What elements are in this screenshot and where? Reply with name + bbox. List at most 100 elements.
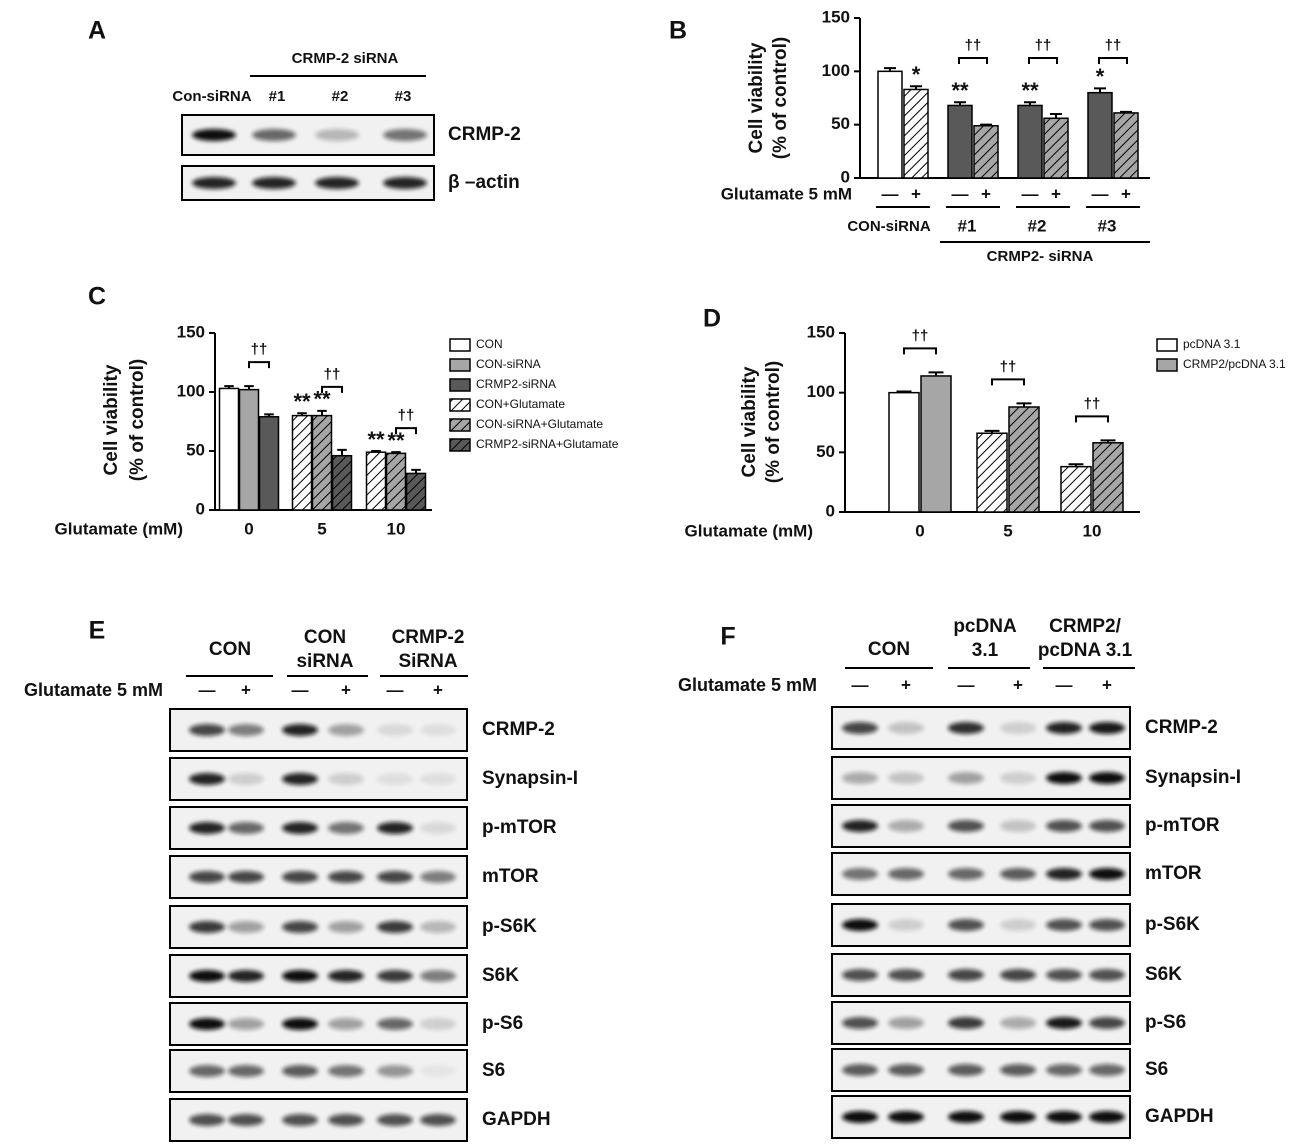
significance-label: ** xyxy=(293,389,311,414)
bar xyxy=(311,414,333,511)
x-tick-label: 10 xyxy=(387,519,406,538)
blot-row-label: CRMP-2 xyxy=(1145,717,1218,738)
blot-band xyxy=(1000,919,1036,931)
blot-band xyxy=(1046,820,1082,832)
group-title: CRMP2- siRNA xyxy=(987,248,1094,265)
blot-band xyxy=(282,822,318,834)
blot-band xyxy=(252,129,296,141)
blot-band xyxy=(1000,1111,1036,1123)
lane-sign: — xyxy=(958,675,975,694)
blot-band xyxy=(189,970,225,982)
blot-band xyxy=(228,773,264,785)
significance-label: †† xyxy=(1105,37,1122,54)
blot-band xyxy=(888,1064,924,1076)
y-tick-label: 50 xyxy=(831,114,850,133)
error-bar xyxy=(954,101,966,106)
blot-band xyxy=(228,1018,264,1030)
blot-band xyxy=(1000,868,1036,880)
blot-band xyxy=(948,919,984,931)
bar xyxy=(291,414,313,511)
panel-label: C xyxy=(88,283,106,311)
error-bar xyxy=(224,385,234,389)
blot-band xyxy=(420,822,456,834)
row-label: Glutamate 5 mM xyxy=(678,675,817,695)
error-bar xyxy=(1024,101,1036,106)
error-bar xyxy=(1016,402,1032,407)
group-label: CON xyxy=(209,639,251,660)
legend-label: CRMP2-siRNA+Glutamate xyxy=(476,437,619,451)
blot-band xyxy=(842,1017,878,1029)
error-bar xyxy=(896,390,912,393)
blot-row-label: mTOR xyxy=(482,866,539,887)
blot-band xyxy=(228,871,264,883)
error-bar xyxy=(391,451,401,454)
blot-band xyxy=(228,822,264,834)
blot-band xyxy=(888,868,924,880)
blot-band xyxy=(420,1114,456,1126)
lane-sign: + xyxy=(433,680,443,699)
significance-label: ** xyxy=(387,428,405,453)
legend-label: CRMP2/pcDNA 3.1 xyxy=(1183,357,1286,371)
blot-row-label: p-S6 xyxy=(482,1013,523,1034)
significance-label: †† xyxy=(1084,395,1101,412)
blot-band xyxy=(228,1065,264,1077)
group-label: #3 xyxy=(1098,216,1117,235)
significance-label: ** xyxy=(367,427,385,452)
x-tick-label: — xyxy=(1022,184,1039,203)
bracket xyxy=(1028,57,1058,64)
blot-band xyxy=(228,970,264,982)
bar xyxy=(331,454,353,511)
blot-band xyxy=(1089,820,1125,832)
panel-label: B xyxy=(669,17,687,45)
panel-label: E xyxy=(89,617,106,645)
blot-band xyxy=(1046,919,1082,931)
blot-band xyxy=(842,1111,878,1123)
blot-band xyxy=(377,822,413,834)
blot-band xyxy=(420,871,456,883)
error-bar xyxy=(928,371,944,376)
blot-row-label: mTOR xyxy=(1145,863,1202,884)
bar xyxy=(385,452,407,511)
blot-band xyxy=(888,772,924,784)
lane-label: Con-siRNA xyxy=(172,88,251,105)
bar xyxy=(1113,112,1139,179)
blot-row-label: S6 xyxy=(482,1060,505,1081)
blot-band xyxy=(1000,820,1036,832)
blot-band xyxy=(328,773,364,785)
group-label: CON xyxy=(304,627,346,648)
error-bar xyxy=(337,448,347,456)
error-bar xyxy=(884,67,896,72)
bar xyxy=(238,388,260,511)
error-bar xyxy=(1100,439,1116,443)
bar xyxy=(258,416,280,511)
group-label: CON-siRNA xyxy=(847,218,931,235)
blot-row-label: S6K xyxy=(1145,964,1182,985)
blot-row-label: p-S6K xyxy=(482,916,537,937)
significance-label: †† xyxy=(251,341,268,358)
blot-row-label: Synapsin-I xyxy=(1145,767,1241,788)
significance-label: †† xyxy=(398,407,415,424)
blot-band xyxy=(1046,722,1082,734)
blot-row-label: Synapsin-I xyxy=(482,768,578,789)
significance-label: * xyxy=(1096,64,1105,89)
group-label: pcDNA xyxy=(953,616,1017,637)
blot-band xyxy=(328,871,364,883)
blot-band xyxy=(1089,919,1125,931)
blot-band xyxy=(377,970,413,982)
blot-band xyxy=(1000,969,1036,981)
blot-band xyxy=(282,970,318,982)
error-bar xyxy=(1050,113,1062,119)
group-label: CRMP2/ xyxy=(1049,616,1122,637)
blot-band xyxy=(189,1114,225,1126)
blot-band xyxy=(1089,1111,1125,1123)
blot-band xyxy=(328,1065,364,1077)
blot-band xyxy=(948,722,984,734)
x-tick-label: 5 xyxy=(1003,521,1012,540)
error-bar xyxy=(244,385,254,390)
significance-label: ** xyxy=(1021,78,1039,103)
blot-band xyxy=(420,1018,456,1030)
bar xyxy=(888,391,920,513)
error-bar xyxy=(264,413,274,417)
blot-row-label: p-S6K xyxy=(1145,914,1200,935)
blot-band xyxy=(420,970,456,982)
